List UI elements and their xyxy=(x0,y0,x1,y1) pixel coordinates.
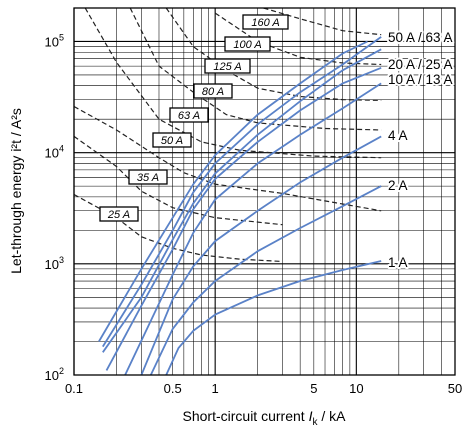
curve-label-2-a: 2 A xyxy=(388,178,408,193)
x-axis-title-post: / kA xyxy=(317,408,346,424)
x-axis-title-var: I xyxy=(309,408,313,424)
x-tick-label: 1 xyxy=(212,381,219,396)
fuse-label-50-a: 50 A xyxy=(152,132,192,148)
mcb-curve-10-a-13-a xyxy=(124,82,382,375)
fuse-curve-50-a xyxy=(74,105,382,212)
y-tick-base: 10 xyxy=(45,368,59,383)
mcb-curves xyxy=(98,36,382,375)
fuse-label-text: 35 A xyxy=(137,172,159,184)
mcb-curve-50-a-63-a xyxy=(102,36,382,348)
y-tick-base: 10 xyxy=(45,257,59,272)
x-axis-title-sub: k xyxy=(312,417,318,428)
fuse-label-box xyxy=(99,206,139,222)
fuse-label-box xyxy=(152,132,192,148)
y-tick-exponent: 2 xyxy=(59,366,64,376)
fuse-label-box xyxy=(128,169,168,185)
fuse-label-box xyxy=(242,14,289,30)
x-axis-title-pre: Short-circuit current xyxy=(183,408,309,424)
mcb-curve-20-a-25-a xyxy=(105,66,382,371)
fuse-label-box xyxy=(193,83,233,99)
plot-frame xyxy=(73,7,456,376)
x-tick-label: 0.5 xyxy=(164,381,182,396)
fuse-label-text: 125 A xyxy=(213,61,241,73)
curve-label-10-a-13-a: 10 A / 13 A xyxy=(388,72,453,87)
y-tick-base: 10 xyxy=(45,146,59,161)
y-tick-label: 103 xyxy=(45,255,64,272)
mcb-curve-unlabeled-7 xyxy=(102,48,382,353)
y-tick-label: 104 xyxy=(45,144,64,161)
fuse-label-63-a: 63 A xyxy=(169,107,209,123)
mcb-curve-unlabeled-6 xyxy=(98,40,368,342)
x-tick-labels: 0.1 0.5 1 5 10 50 xyxy=(65,381,462,396)
fuse-labels: 160 A 100 A 125 A 80 A63 A 50 A 35 A 25 A xyxy=(99,14,289,222)
x-tick-label: 0.1 xyxy=(65,381,83,396)
fuse-curve-125-a xyxy=(165,8,382,101)
fuse-label-box xyxy=(224,36,271,52)
fuse-curve-80-a xyxy=(129,8,382,131)
y-axis-title: Let-through energy i²t / A²s xyxy=(8,108,24,274)
fuse-label-text: 63 A xyxy=(178,110,200,122)
mcb-curve-2-a xyxy=(149,185,382,375)
fuse-label-80-a: 80 A xyxy=(193,83,233,99)
fuse-curve-35-a xyxy=(74,135,283,226)
x-tick-label: 50 xyxy=(448,381,462,396)
y-tick-exponent: 3 xyxy=(59,255,64,265)
fuse-label-35-a: 35 A xyxy=(128,169,168,185)
fuse-label-box xyxy=(169,107,209,123)
y-tick-label: 105 xyxy=(45,32,64,49)
mcb-curve-4-a xyxy=(140,135,382,375)
curve-label-20-a-25-a: 20 A / 25 A xyxy=(388,57,453,72)
curve-labels: 50 A / 63 A 20 A / 25 A10 A / 13 A 4 A 2 A 1… xyxy=(386,28,455,272)
y-tick-label: 102 xyxy=(45,366,64,383)
curve-label-1-a: 1 A xyxy=(388,255,408,270)
mcb-curve-1-a xyxy=(165,260,382,375)
y-tick-exponent: 4 xyxy=(59,144,64,154)
fuse-label-25-a: 25 A xyxy=(99,206,139,222)
x-tick-label: 5 xyxy=(310,381,317,396)
fuse-label-text: 50 A xyxy=(161,135,183,147)
fuse-label-text: 100 A xyxy=(233,39,261,51)
fuse-label-text: 160 A xyxy=(251,17,279,29)
fuse-label-text: 25 A xyxy=(107,209,130,221)
y-tick-exponent: 5 xyxy=(59,32,64,42)
fuse-label-100-a: 100 A xyxy=(224,36,271,52)
curve-label-50-a-63-a: 50 A / 63 A xyxy=(388,30,453,45)
y-tick-base: 10 xyxy=(45,34,59,49)
fuse-label-text: 80 A xyxy=(202,86,224,98)
x-tick-label: 10 xyxy=(349,381,363,396)
fuse-label-125-a: 125 A xyxy=(204,58,251,74)
curve-label-4-a: 4 A xyxy=(388,128,408,143)
fuse-label-box xyxy=(204,58,251,74)
fuse-curve-160-a xyxy=(263,8,382,36)
x-axis-title: Short-circuit current Ik / kA xyxy=(183,408,347,428)
fuse-label-160-a: 160 A xyxy=(242,14,289,30)
